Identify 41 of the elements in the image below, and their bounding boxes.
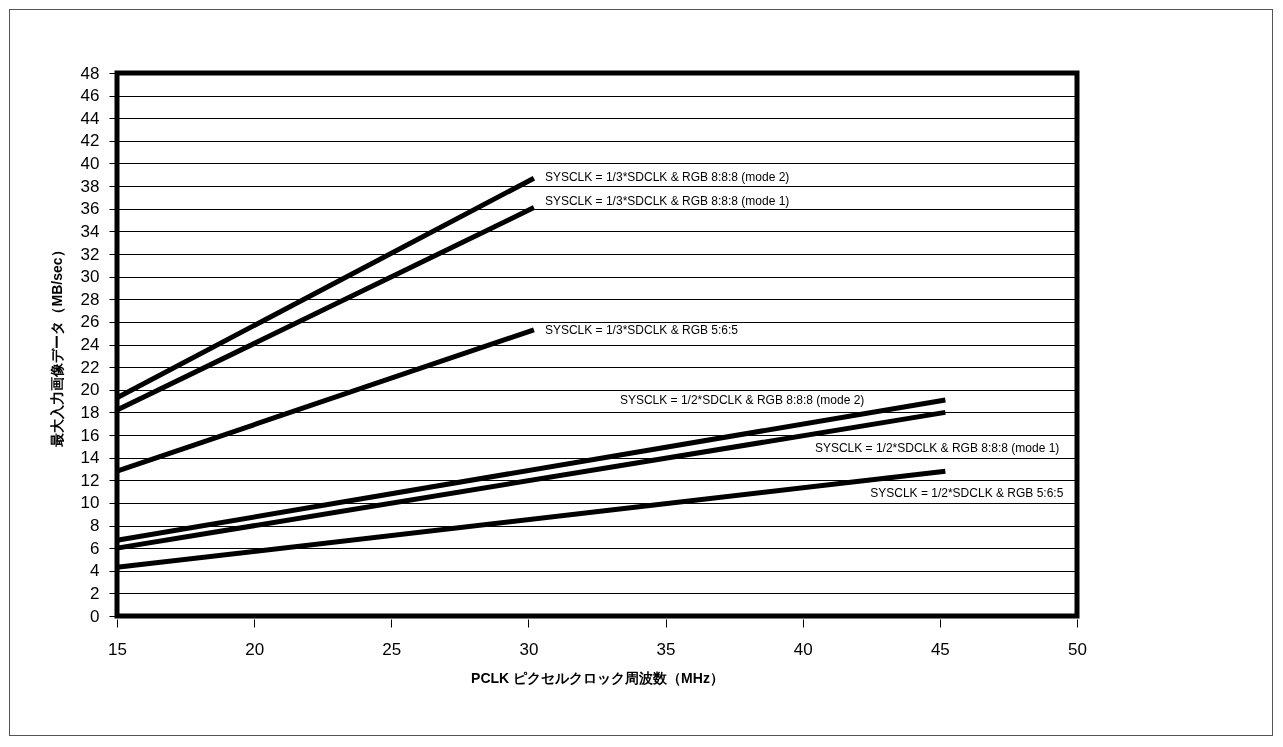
x-tick-label: 25 bbox=[382, 639, 402, 659]
y-tick-label: 26 bbox=[80, 312, 100, 332]
y-tick-label: 46 bbox=[80, 86, 100, 106]
y-tick-label: 16 bbox=[80, 425, 100, 445]
y-tick-label: 28 bbox=[80, 289, 100, 309]
y-tick-label: 34 bbox=[80, 221, 100, 241]
series-label: SYSCLK = 1/3*SDCLK & RGB 8:8:8 (mode 2) bbox=[544, 170, 790, 185]
y-tick-label: 44 bbox=[80, 108, 100, 128]
series-label: SYSCLK = 1/2*SDCLK & RGB 8:8:8 (mode 1) bbox=[814, 441, 1060, 456]
y-tick-label: 40 bbox=[80, 154, 100, 173]
y-tick-label: 6 bbox=[90, 538, 100, 558]
series-label: SYSCLK = 1/3*SDCLK & RGB 5:6:5 bbox=[544, 322, 739, 337]
y-tick-label: 48 bbox=[80, 63, 100, 83]
x-tick-label: 45 bbox=[930, 639, 950, 659]
y-tick-label: 32 bbox=[80, 244, 100, 264]
x-tick-label: 30 bbox=[519, 639, 539, 659]
y-tick-label: 0 bbox=[90, 606, 100, 626]
y-tick-label: 2 bbox=[90, 583, 100, 603]
y-tick-label: 18 bbox=[80, 402, 100, 422]
y-tick-label: 8 bbox=[90, 516, 100, 535]
y-tick-label: 30 bbox=[80, 267, 100, 287]
y-tick-label: 42 bbox=[80, 131, 100, 151]
x-tick-label: 35 bbox=[656, 639, 676, 659]
y-tick-label: 22 bbox=[80, 357, 100, 377]
series-label: SYSCLK = 1/2*SDCLK & RGB 8:8:8 (mode 2) bbox=[619, 392, 865, 407]
x-tick-label: 50 bbox=[1068, 639, 1087, 659]
y-tick-label: 10 bbox=[80, 493, 100, 513]
x-tick-label: 15 bbox=[108, 639, 127, 659]
y-tick-label: 36 bbox=[80, 199, 100, 219]
x-tick-label: 40 bbox=[793, 639, 813, 659]
x-tick-label: 20 bbox=[245, 639, 265, 659]
y-tick-label: 24 bbox=[80, 335, 100, 354]
y-axis-title: 最大入力画像データ（MB/sec） bbox=[48, 243, 65, 448]
y-tick-label: 4 bbox=[90, 561, 100, 581]
y-tick-label: 38 bbox=[80, 176, 100, 196]
y-tick-label: 14 bbox=[80, 448, 100, 468]
y-tick-label: 20 bbox=[80, 380, 100, 400]
y-tick-label: 12 bbox=[80, 470, 100, 490]
series-label: SYSCLK = 1/2*SDCLK & RGB 5:6:5 bbox=[870, 486, 1064, 501]
series-label: SYSCLK = 1/3*SDCLK & RGB 8:8:8 (mode 1) bbox=[544, 193, 790, 208]
x-axis-title: PCLK ピクセルクロック周波数（MHz） bbox=[471, 669, 724, 686]
